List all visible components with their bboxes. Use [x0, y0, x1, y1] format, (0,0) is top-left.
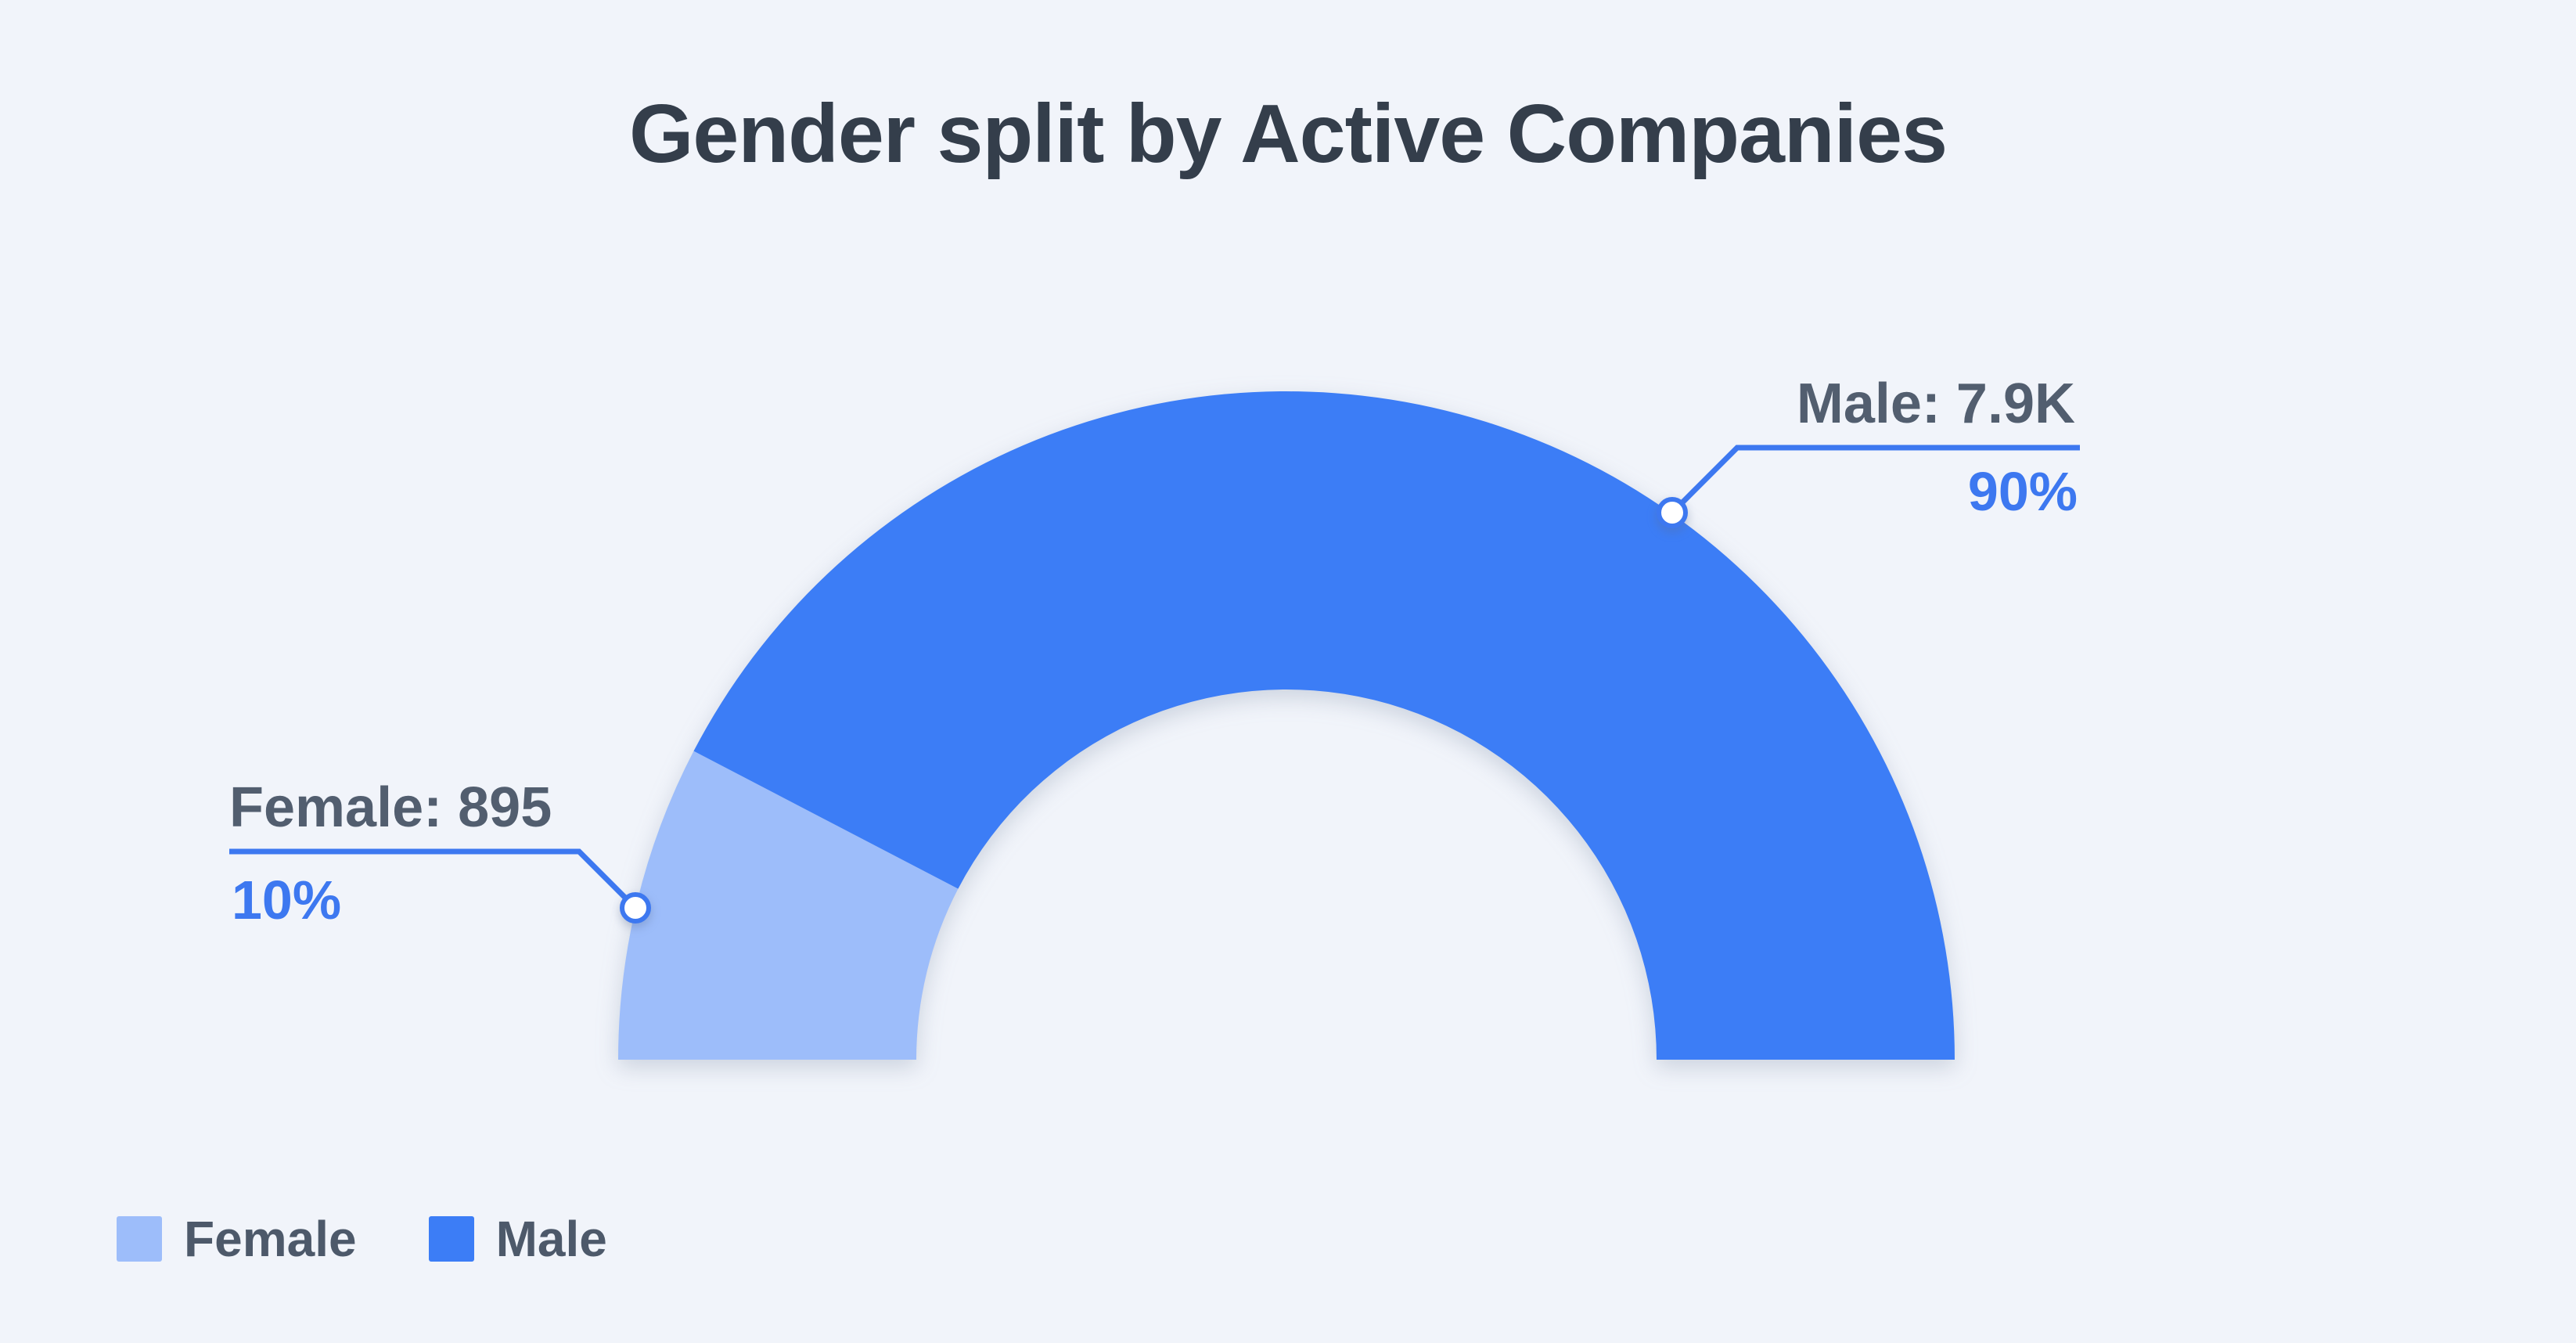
chart-legend: Female Male — [117, 1214, 607, 1264]
legend-item-male[interactable]: Male — [428, 1211, 607, 1267]
legend-item-female[interactable]: Female — [117, 1214, 357, 1264]
callout-group — [229, 445, 2080, 924]
male-marker-dot-icon — [1657, 497, 1688, 528]
male-swatch-icon — [428, 1216, 474, 1262]
female-slice-percent: 10% — [232, 870, 342, 931]
male-slice-label: Male: 7.9K — [1796, 373, 2075, 435]
female-marker-dot-icon — [620, 892, 651, 924]
legend-label-male: Male — [495, 1211, 607, 1267]
male-slice-percent: 90% — [1967, 461, 2078, 522]
page-title: Gender split by Active Companies — [628, 88, 1948, 180]
female-callout-line — [229, 848, 638, 910]
legend-label-female: Female — [184, 1211, 357, 1267]
female-slice[interactable] — [618, 751, 959, 1060]
female-slice-label: Female: 895 — [229, 776, 552, 839]
donut-arc-group — [618, 391, 1955, 1060]
male-callout-line — [1670, 445, 2080, 515]
female-swatch-icon — [117, 1216, 162, 1262]
male-slice[interactable] — [693, 391, 1955, 1060]
